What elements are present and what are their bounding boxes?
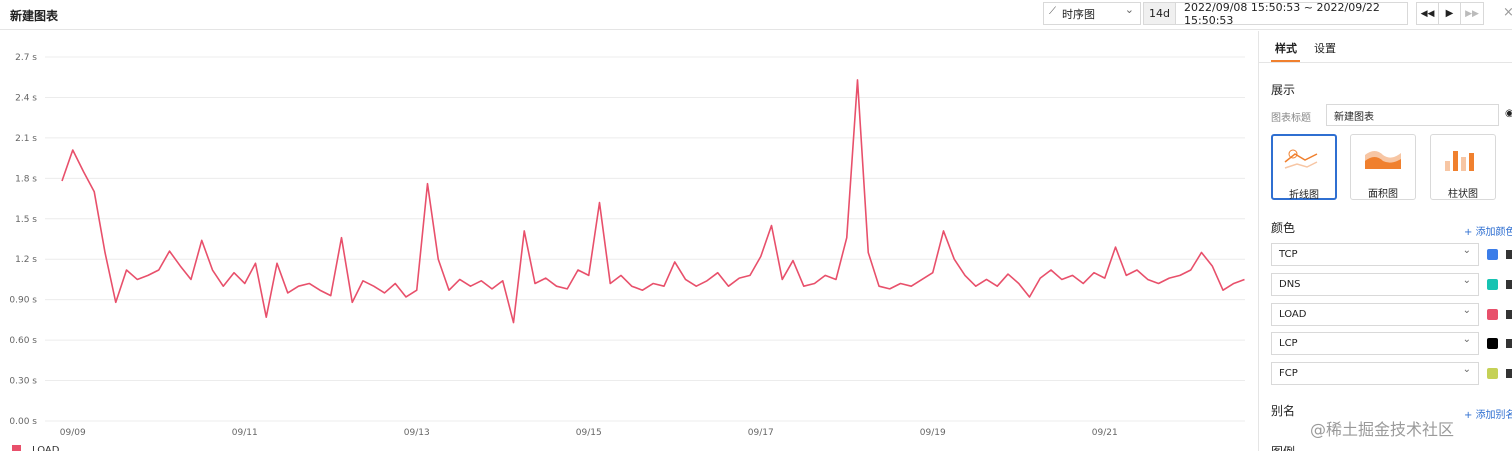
chart-kind-card[interactable]: 面积图: [1350, 134, 1416, 200]
next-button[interactable]: ▶▶: [1460, 2, 1484, 25]
delete-icon[interactable]: [1506, 279, 1512, 289]
delete-icon[interactable]: [1506, 250, 1512, 259]
chevron: ⌄: [1124, 3, 1134, 16]
y-tick-label: 0.00 s: [9, 417, 37, 427]
field-label: 图表标题: [1271, 113, 1311, 124]
y-tick-label: 1.8 s: [15, 174, 37, 184]
settings-panel: 样式 设置 展示 图表标题 新建图表 ◉ 折线图 面积图 柱状图 颜色 + 添加…: [1258, 31, 1512, 451]
play-button[interactable]: ▶: [1438, 2, 1461, 25]
x-tick-label: 09/13: [404, 428, 430, 438]
delete-icon[interactable]: [1506, 339, 1512, 349]
color-select[interactable]: LCP: [1271, 329, 1479, 356]
tab-active[interactable]: 样式: [1275, 42, 1297, 55]
eye-icon[interactable]: ◉: [1505, 108, 1512, 119]
y-tick-label: 0.90 s: [9, 296, 37, 306]
legend-swatch: [12, 445, 21, 451]
x-tick-label: 09/21: [1092, 428, 1118, 438]
section-heading: 展示: [1271, 83, 1296, 97]
chart-kind-card[interactable]: 柱状图: [1430, 134, 1496, 200]
x-tick-label: 09/11: [232, 428, 258, 438]
divider: [1259, 62, 1512, 63]
chart-type: 时序图: [1062, 7, 1095, 21]
card-label: 面积图: [1368, 189, 1398, 200]
close-button[interactable]: ×: [1503, 5, 1512, 20]
icon: [1284, 149, 1318, 169]
tab[interactable]: 设置: [1314, 42, 1336, 55]
range-short[interactable]: 14d: [1143, 2, 1176, 25]
x-tick-label: 09/17: [748, 428, 774, 438]
title-input[interactable]: 新建图表: [1326, 104, 1499, 126]
y-tick-label: 2.4 s: [15, 93, 37, 103]
chart-kind-card[interactable]: 折线图: [1271, 134, 1337, 201]
color-select[interactable]: TCP: [1271, 240, 1479, 266]
header: 新建图表 ⟋ 时序图 ⌄ 14d 2022/09/08 15:50:53 ~ 2…: [0, 0, 1512, 30]
y-tick-label: 0.30 s: [9, 377, 37, 387]
range-input[interactable]: 2022/09/08 15:50:53 ~ 2022/09/22 15:50:5…: [1175, 1, 1408, 27]
color-swatch[interactable]: [1487, 308, 1498, 320]
color-select[interactable]: LOAD: [1271, 300, 1479, 326]
y-tick-label: 2.1 s: [15, 134, 37, 144]
icon: [1365, 151, 1401, 169]
delete-icon[interactable]: [1506, 309, 1512, 319]
color-swatch[interactable]: [1487, 338, 1498, 350]
color-swatch[interactable]: [1487, 368, 1498, 380]
color-swatch[interactable]: [1487, 278, 1498, 290]
y-tick-label: 2.7 s: [15, 53, 37, 63]
tab-underline: [1271, 60, 1300, 62]
chart: 0.00 s 0.30 s 0.60 s 0.90 s 1.2 s 1.5 s 1.8 s 2…: [9, 53, 1245, 451]
y-tick-label: 1.2 s: [15, 255, 37, 265]
line: [61, 79, 1245, 324]
card-label: 折线图: [1289, 190, 1319, 201]
add-color-button[interactable]: + 添加颜色: [1464, 223, 1512, 238]
y-tick-label: 0.60 s: [9, 336, 37, 346]
section-heading: 别名: [1271, 404, 1296, 418]
color-swatch[interactable]: [1487, 249, 1498, 260]
section-heading: 图例: [1271, 443, 1295, 451]
page-title: 新建图表: [10, 9, 59, 23]
add-color-text: 添加颜色: [1475, 227, 1512, 238]
section-heading: 颜色: [1271, 221, 1296, 235]
icon: ⟋: [1049, 6, 1056, 17]
add-alias-button[interactable]: + 添加别名: [1464, 406, 1512, 421]
add-alias-text: 添加别名: [1475, 410, 1512, 421]
color-select[interactable]: DNS: [1271, 270, 1479, 296]
icon: [1445, 151, 1474, 171]
color-select[interactable]: FCP: [1271, 359, 1479, 386]
prev-button[interactable]: ◀◀: [1416, 2, 1439, 25]
x-tick-label: 09/15: [576, 428, 602, 438]
card-label: 柱状图: [1448, 189, 1478, 200]
x-tick-label: 09/19: [920, 428, 946, 438]
y-tick-label: 1.5 s: [15, 215, 37, 225]
delete-icon[interactable]: [1506, 369, 1512, 379]
watermark: @稀土掘金技术社区: [1310, 420, 1455, 439]
chart-type-select[interactable]: ⟋ 时序图 ⌄: [1043, 2, 1141, 25]
legend-label: LOAD: [32, 445, 60, 451]
x-tick-label: 09/09: [60, 428, 86, 438]
